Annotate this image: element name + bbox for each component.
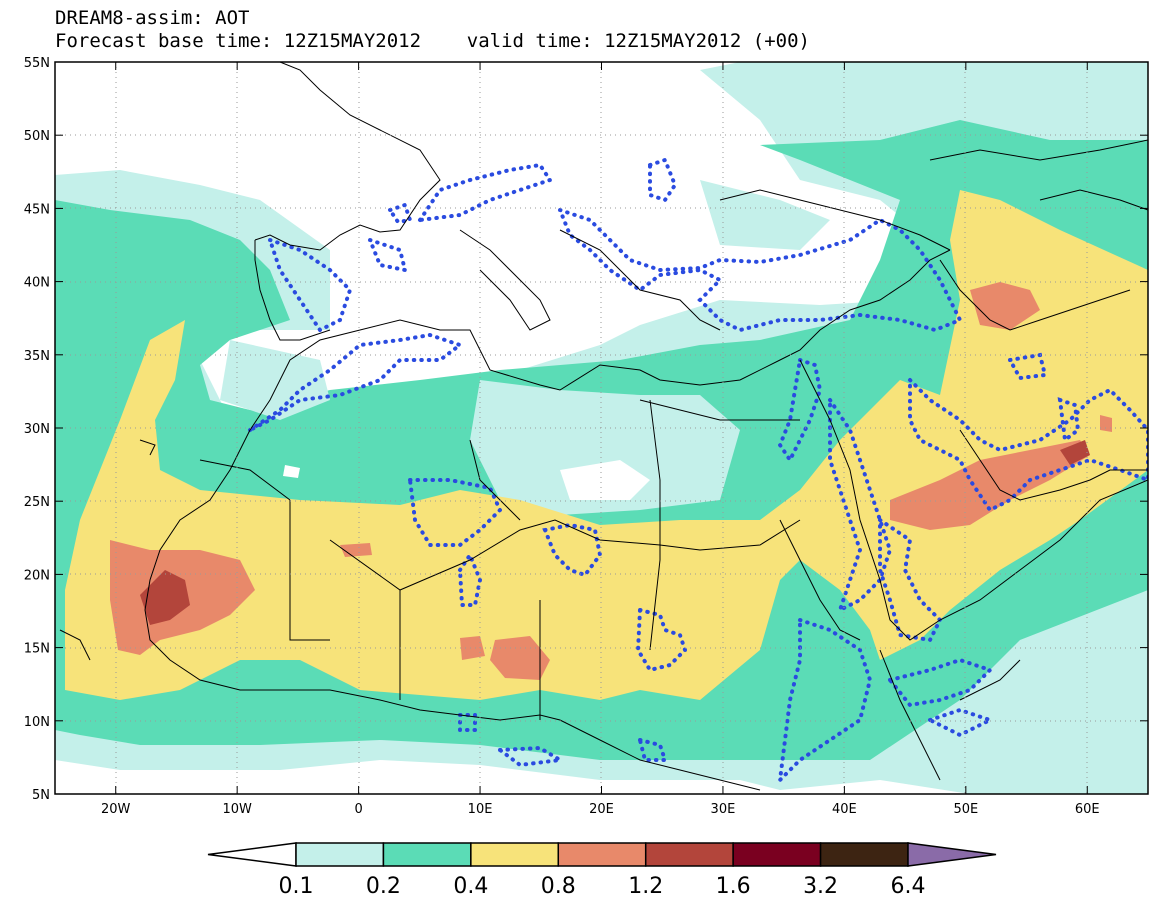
colorbar-level-label: 0.1 [279,874,314,899]
dotted-aot-contours [248,157,1148,786]
colorbar-swatch [732,842,822,867]
lat-lon-grid [55,62,1148,794]
longitude-axis: 20W 10W 0 10E 20E 30E 40E 50E 60E [101,62,1100,817]
colorbar-level-label: 0.2 [366,874,401,899]
map-title: DREAM8-assim: AOT [55,7,250,29]
lon-label: 50E [953,802,978,817]
lat-label: 50N [24,129,50,144]
coastlines-borders [59,62,1148,791]
latitude-axis: 55N 50N 45N 40N 35N 30N 25N 20N 15N 10N 5N [24,56,1148,803]
lat-label: 5N [32,788,50,803]
lat-label: 55N [24,56,50,71]
lon-label: 60E [1075,802,1100,817]
lon-label: 0 [354,802,362,817]
colorbar-swatch [470,842,560,867]
colorbar-level-label: 0.4 [453,874,488,899]
colorbar-swatch [644,842,734,867]
lon-label: 20W [101,802,131,817]
colorbar-low-arrow [207,842,297,867]
colorbar-high-arrow [907,842,997,867]
colorbar-level-label: 3.2 [803,874,838,899]
lon-label: 10E [468,802,493,817]
lat-label: 20N [24,568,50,583]
colorbar-swatch [819,842,909,867]
lat-label: 10N [24,715,50,730]
lon-label: 30E [711,802,736,817]
colorbar-level-label: 1.6 [716,874,751,899]
lon-label: 20E [589,802,614,817]
lon-label: 40E [832,802,857,817]
colorbar-swatch [295,842,385,867]
colorbar-level-label: 1.2 [628,874,663,899]
colorbar: 0.1 0.2 0.4 0.8 1.2 1.6 3.2 6.4 [207,842,997,899]
colorbar-level-label: 6.4 [891,874,926,899]
colorbar-swatch [382,842,472,867]
lat-label: 45N [24,202,50,217]
lon-label: 10W [222,802,252,817]
lat-label: 35N [24,349,50,364]
colorbar-level-label: 0.8 [541,874,576,899]
lat-label: 15N [24,642,50,657]
forecast-time-line: Forecast base time: 12Z15MAY2012 valid t… [55,30,810,52]
lat-label: 40N [24,276,50,291]
lat-label: 30N [24,422,50,437]
aot-band-1.2 [140,570,190,625]
colorbar-swatch [557,842,647,867]
lat-label: 25N [24,495,50,510]
